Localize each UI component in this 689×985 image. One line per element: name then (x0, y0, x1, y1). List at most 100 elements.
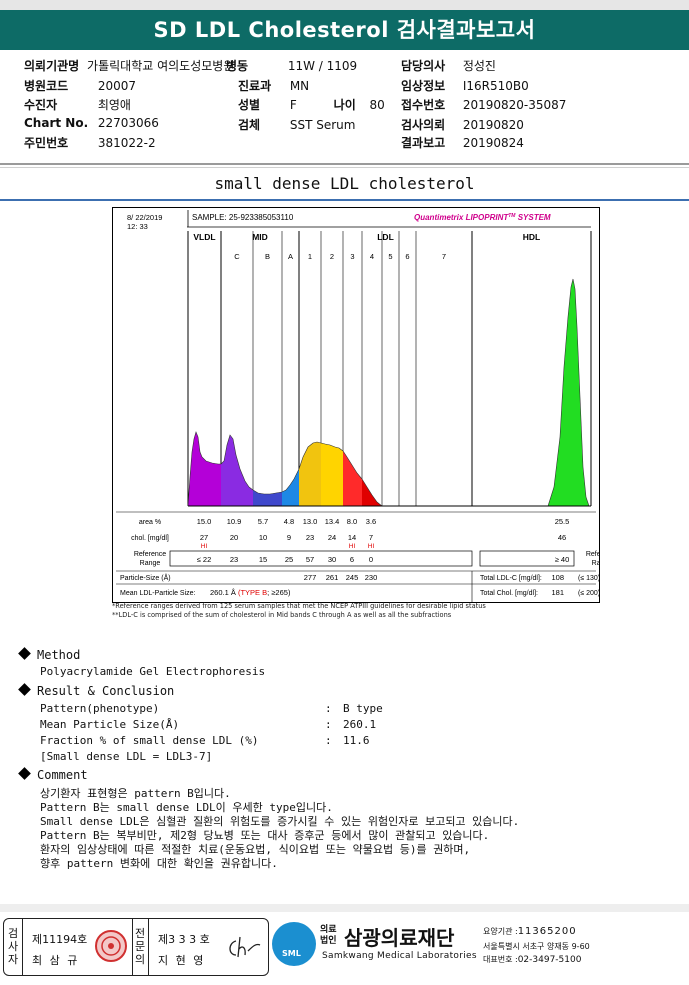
area-value: 3.6 (366, 517, 376, 526)
plot-layer: VLDL MID LDL HDL C B A 1 2 3 4 5 6 7 (187, 231, 592, 507)
total-chol-ref: (≤ 200) (578, 590, 600, 597)
chol-value: 27 (200, 533, 208, 542)
registration: 요양기관 :11365200 (483, 926, 577, 937)
chart-frame (112, 207, 600, 603)
patient-row: 수진자 최영애 (24, 96, 131, 114)
chol-value: 46 (558, 533, 566, 542)
comment-line: 환자의 임상상태에 따른 적절한 치료(운동요법, 식이요법 또는 약물요법 등… (40, 843, 471, 856)
section-subtitle: small dense LDL cholesterol (214, 174, 475, 193)
curve-outline (187, 431, 383, 507)
reference-box-left (169, 550, 473, 567)
sml-logo-icon (272, 922, 316, 966)
registration-value: 11365200 (517, 926, 577, 937)
request-row: 검사의뢰 20190820 (401, 116, 524, 134)
group-label: HDL (523, 232, 540, 242)
chol-value: 14 (348, 533, 356, 542)
phone: 대표번호 :02-3497-5100 (483, 954, 581, 965)
ldlc-value: 108 (551, 573, 564, 582)
code-label: 병원코드 (24, 79, 69, 93)
request-value: 20190820 (462, 118, 524, 132)
method-heading: Method (37, 648, 81, 662)
group-label: VLDL (193, 232, 215, 242)
chart-date: 8/ 22/2019 (127, 213, 162, 222)
result-sep: : (325, 702, 332, 715)
row-label-particle-size: Particle-Size (Å) (120, 573, 171, 582)
reference-value: 57 (306, 555, 314, 564)
ward-value: 11W / 1109 (287, 59, 358, 73)
hi-flag: HI (201, 543, 208, 550)
row-label-ref: Reference (134, 551, 166, 558)
row-label-chol: chol. [mg/dl] (131, 535, 169, 542)
id-label: 주민번호 (24, 136, 69, 150)
report-title: SD LDL Cholesterol 검사결과보고서 (0, 10, 689, 50)
chart-time: 12: 33 (127, 222, 148, 231)
band-label: 3 (350, 252, 354, 261)
band-label: 5 (388, 252, 392, 261)
comment-line: 향후 pattern 변화에 대한 확인을 권유합니다. (40, 857, 278, 870)
chart-sample: SAMPLE: 25-923385053110 (192, 213, 294, 222)
report-label: 결과보고 (401, 136, 446, 150)
clinical-label: 임상정보 (401, 79, 446, 93)
specialist-no: 제3 3 3 호 (158, 933, 210, 946)
total-chol-value: 181 (551, 588, 564, 597)
fraction-area-hdl (547, 278, 590, 507)
chart-label: Chart No. (24, 116, 89, 130)
row-label-ref-right: Range (592, 560, 600, 567)
org-prefix: 의료법인 (320, 925, 337, 946)
tester-no: 제11194호 (32, 933, 88, 946)
area-value: 5.7 (258, 517, 268, 526)
fraction-area-c (221, 435, 253, 506)
patient-value: 최영애 (97, 98, 131, 112)
specimen-row: 검체 SST Serum (238, 116, 355, 134)
divider (0, 163, 689, 165)
fraction-area-a (282, 469, 299, 506)
comment-line: Pattern B는 small dense LDL이 우세한 type입니다. (40, 801, 333, 814)
band-label: 4 (370, 252, 374, 261)
reference-value: 6 (350, 555, 354, 564)
area-value: 13.4 (325, 517, 340, 526)
doctor-label: 담당의사 (401, 59, 446, 73)
specialist-name: 지 현 영 (158, 954, 206, 967)
footnote-2: **LDL-C is comprised of the sum of chole… (112, 611, 452, 619)
address: 서울특별시 서초구 양재동 9-60 (483, 942, 590, 951)
area-value: 10.9 (227, 517, 242, 526)
result-heading-row: Result & Conclusion (18, 683, 175, 698)
reference-value: 30 (328, 555, 336, 564)
official-seal-icon (95, 930, 127, 962)
row-label-ldlc: Total LDL-C [mg/dl]: (480, 575, 542, 582)
group-label: LDL (377, 232, 394, 242)
doctor-row: 담당의사 정성진 (401, 57, 496, 75)
chol-value: 7 (369, 533, 373, 542)
phone-label: 대표번호 : (483, 955, 518, 964)
doctor-value: 정성진 (462, 59, 496, 73)
result-heading: Result & Conclusion (37, 684, 175, 698)
chart-value: 22703066 (97, 116, 159, 130)
result-note: [Small dense LDL = LDL3-7] (40, 750, 213, 763)
fraction-area-vldl (188, 432, 221, 506)
age-value: 80 (369, 98, 385, 112)
particle-size-value: 261 (326, 573, 339, 582)
particle-size-value: 245 (346, 573, 359, 582)
band-label: 1 (308, 252, 312, 261)
result-value: 11.6 (343, 734, 370, 747)
reference-value: ≤ 22 (197, 555, 212, 564)
id-value: 381022-2 (97, 136, 156, 150)
specimen-label: 검체 (238, 118, 261, 132)
report-value: 20190824 (462, 136, 524, 150)
receipt-value: 20190820-35087 (462, 98, 567, 112)
area-value: 25.5 (555, 517, 570, 526)
area-value: 15.0 (197, 517, 212, 526)
code-row: 병원코드 20007 (24, 77, 136, 95)
reference-value: 15 (259, 555, 267, 564)
divider (22, 919, 23, 975)
receipt-row: 접수번호 20190820-35087 (401, 96, 566, 114)
result-sep: : (325, 718, 332, 731)
divider (0, 167, 689, 168)
result-sep: : (325, 734, 332, 747)
patient-label: 수진자 (24, 98, 58, 112)
result-label: Pattern(phenotype) (40, 702, 160, 715)
particle-size-value: 277 (304, 573, 317, 582)
